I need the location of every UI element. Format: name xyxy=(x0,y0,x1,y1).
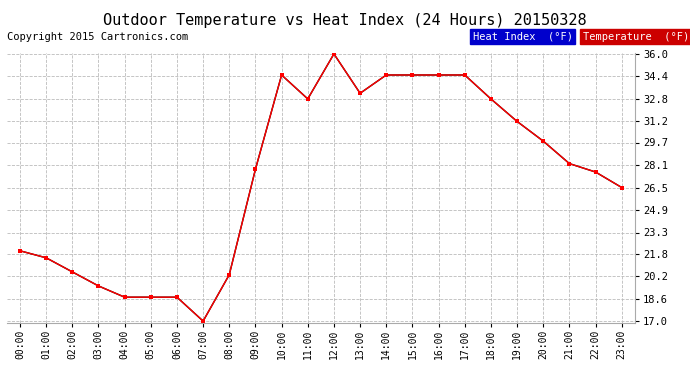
Text: Heat Index  (°F): Heat Index (°F) xyxy=(473,32,573,42)
Text: Copyright 2015 Cartronics.com: Copyright 2015 Cartronics.com xyxy=(7,32,188,42)
Text: Outdoor Temperature vs Heat Index (24 Hours) 20150328: Outdoor Temperature vs Heat Index (24 Ho… xyxy=(104,13,586,28)
Text: Temperature  (°F): Temperature (°F) xyxy=(583,32,689,42)
